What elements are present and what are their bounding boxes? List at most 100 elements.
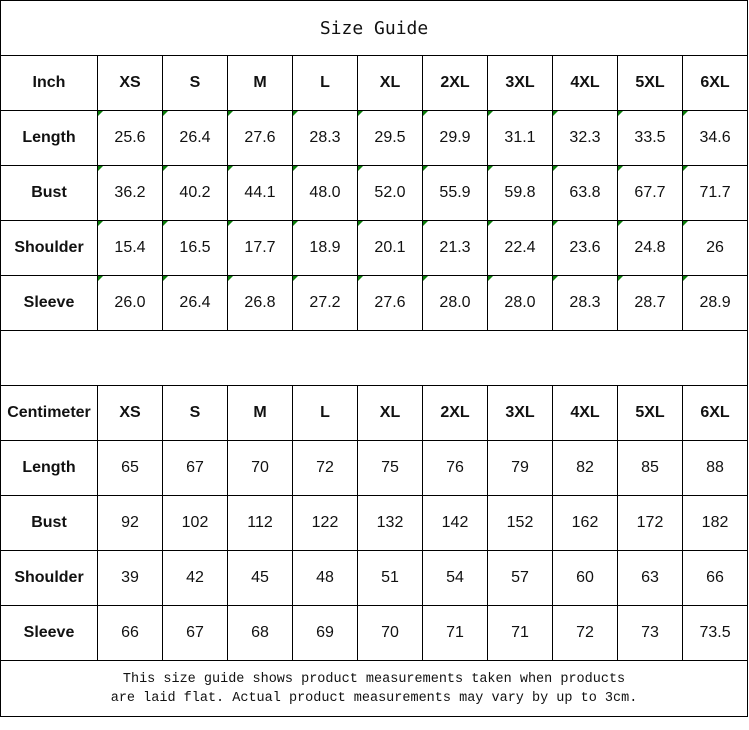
measurement-cell: 26.8 [227,275,293,331]
size-header-m: M [227,385,293,441]
size-header-5xl: 5XL [617,385,683,441]
row-label-bust: Bust [0,165,98,221]
size-header-2xl: 2XL [422,55,488,111]
measurement-cell: 28.7 [617,275,683,331]
measurement-cell: 162 [552,495,618,551]
measurement-cell: 28.0 [422,275,488,331]
measurement-cell: 182 [681,495,749,551]
measurement-cell: 36.2 [97,165,163,221]
measurement-cell: 32.3 [552,110,618,166]
inch-header-row: Inch XS S M L XL 2XL 3XL 4XL 5XL 6XL [0,55,749,111]
size-header-l: L [292,55,358,111]
table-row: Bust 36.2 40.2 44.1 48.0 52.0 55.9 59.8 63.8 67.7… [0,165,749,221]
measurement-cell: 17.7 [227,220,293,276]
measurement-cell: 66 [681,550,749,606]
measurement-cell: 172 [617,495,683,551]
measurement-cell: 92 [97,495,163,551]
unit-label: Inch [0,55,98,111]
measurement-cell: 39 [97,550,163,606]
row-label-bust: Bust [0,495,98,551]
table-row: Sleeve 26.0 26.4 26.8 27.2 27.6 28.0 28.0 28.3 28… [0,275,749,331]
measurement-cell: 85 [617,440,683,496]
row-label-sleeve: Sleeve [0,275,98,331]
size-header-xl: XL [357,55,423,111]
measurement-cell: 63.8 [552,165,618,221]
measurement-cell: 29.9 [422,110,488,166]
measurement-cell: 16.5 [162,220,228,276]
measurement-cell: 26 [681,220,749,276]
row-label-shoulder: Shoulder [0,220,98,276]
measurement-cell: 142 [422,495,488,551]
measurement-cell: 48.0 [292,165,358,221]
measurement-cell: 63 [617,550,683,606]
measurement-cell: 59.8 [487,165,553,221]
measurement-cell: 73.5 [681,605,749,661]
measurement-cell: 26.4 [162,110,228,166]
measurement-cell: 75 [357,440,423,496]
measurement-cell: 27.6 [227,110,293,166]
table-title: Size Guide [0,0,749,56]
measurement-cell: 40.2 [162,165,228,221]
measurement-cell: 79 [487,440,553,496]
measurement-cell: 34.6 [681,110,749,166]
measurement-cell: 57 [487,550,553,606]
measurement-cell: 55.9 [422,165,488,221]
measurement-cell: 25.6 [97,110,163,166]
measurement-cell: 42 [162,550,228,606]
size-header-3xl: 3XL [487,55,553,111]
measurement-cell: 70 [357,605,423,661]
measurement-cell: 54 [422,550,488,606]
measurement-cell: 51 [357,550,423,606]
measurement-cell: 70 [227,440,293,496]
measurement-cell: 31.1 [487,110,553,166]
measurement-cell: 21.3 [422,220,488,276]
measurement-cell: 23.6 [552,220,618,276]
measurement-cell: 33.5 [617,110,683,166]
measurement-cell: 71 [487,605,553,661]
measurement-cell: 68 [227,605,293,661]
spacer-row [0,330,749,386]
measurement-cell: 22.4 [487,220,553,276]
measurement-cell: 82 [552,440,618,496]
measurement-cell: 27.6 [357,275,423,331]
measurement-cell: 28.3 [292,110,358,166]
measurement-cell: 45 [227,550,293,606]
note-line-2: are laid flat. Actual product measuremen… [110,690,638,706]
measurement-cell: 122 [292,495,358,551]
row-label-shoulder: Shoulder [0,550,98,606]
measurement-cell: 69 [292,605,358,661]
measurement-cell: 29.5 [357,110,423,166]
measurement-cell: 67 [162,440,228,496]
measurement-note: This size guide shows product measuremen… [0,660,749,717]
measurement-cell: 72 [292,440,358,496]
table-row: Length 25.6 26.4 27.6 28.3 29.5 29.9 31.1 32.3 33… [0,110,749,166]
measurement-cell: 48 [292,550,358,606]
note-row: This size guide shows product measuremen… [0,660,749,717]
size-header-3xl: 3XL [487,385,553,441]
size-header-l: L [292,385,358,441]
measurement-cell: 76 [422,440,488,496]
table-row: Shoulder 39 42 45 48 51 54 57 60 63 66 [0,550,749,606]
size-header-xs: XS [97,385,163,441]
table-row: Bust 92 102 112 122 132 142 152 162 172 182 [0,495,749,551]
row-label-sleeve: Sleeve [0,605,98,661]
measurement-cell: 71.7 [681,165,749,221]
measurement-cell: 52.0 [357,165,423,221]
measurement-cell: 20.1 [357,220,423,276]
size-header-6xl: 6XL [681,55,749,111]
size-header-m: M [227,55,293,111]
measurement-cell: 72 [552,605,618,661]
note-line-1: This size guide shows product measuremen… [122,671,626,687]
table-row: Shoulder 15.4 16.5 17.7 18.9 20.1 21.3 22.4 23.6… [0,220,749,276]
table-row: Sleeve 66 67 68 69 70 71 71 72 73 73.5 [0,605,749,661]
size-header-xs: XS [97,55,163,111]
measurement-cell: 24.8 [617,220,683,276]
centimeter-header-row: Centimeter XS S M L XL 2XL 3XL 4XL 5XL 6XL [0,385,749,441]
measurement-cell: 28.9 [681,275,749,331]
measurement-cell: 26.0 [97,275,163,331]
size-header-4xl: 4XL [552,385,618,441]
measurement-cell: 26.4 [162,275,228,331]
size-header-4xl: 4XL [552,55,618,111]
measurement-cell: 66 [97,605,163,661]
row-label-length: Length [0,440,98,496]
